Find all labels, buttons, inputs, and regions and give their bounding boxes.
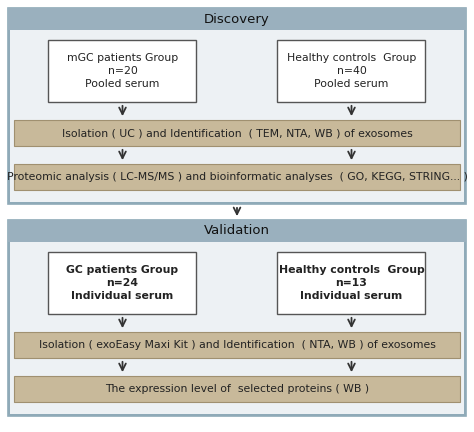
Bar [48,40,197,102]
Text: Isolation ( UC ) and Identification  ( TEM, NTA, WB ) of exosomes: Isolation ( UC ) and Identification ( TE… [62,128,412,138]
Bar [8,8,466,30]
Bar [8,8,466,204]
Bar [277,252,426,314]
Bar [14,164,460,190]
Bar [8,220,466,416]
Text: Proteomic analysis ( LC-MS/MS ) and bioinformatic analyses  ( GO, KEGG, STRING..: Proteomic analysis ( LC-MS/MS ) and bioi… [7,172,467,182]
Bar [8,220,466,242]
Text: GC patients Group
n=24
Individual serum: GC patients Group n=24 Individual serum [66,265,179,301]
Bar [14,120,460,146]
Text: Isolation ( exoEasy Maxi Kit ) and Identification  ( NTA, WB ) of exosomes: Isolation ( exoEasy Maxi Kit ) and Ident… [38,340,436,350]
Bar [10,242,464,414]
Text: Healthy controls  Group
n=40
Pooled serum: Healthy controls Group n=40 Pooled serum [287,53,416,89]
Bar [48,252,197,314]
Bar [14,376,460,402]
Text: The expression level of  selected proteins ( WB ): The expression level of selected protein… [105,384,369,394]
Text: Discovery: Discovery [204,13,270,25]
Bar [14,332,460,358]
Text: mGC patients Group
n=20
Pooled serum: mGC patients Group n=20 Pooled serum [67,53,178,89]
Text: Validation: Validation [204,225,270,238]
Bar [10,30,464,202]
Text: Healthy controls  Group
n=13
Individual serum: Healthy controls Group n=13 Individual s… [279,265,424,301]
Bar [277,40,426,102]
